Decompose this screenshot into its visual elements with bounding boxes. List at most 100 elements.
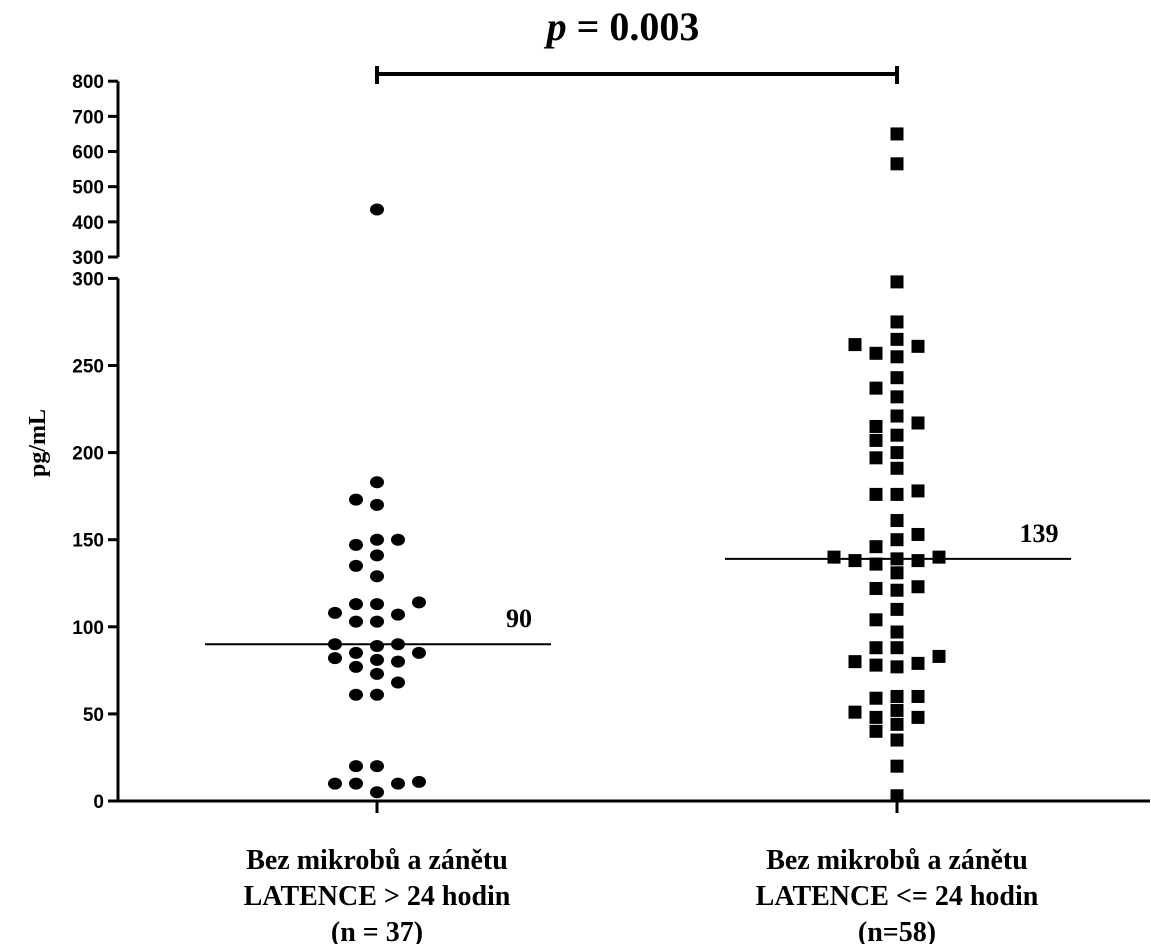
data-point [349, 777, 363, 790]
data-point [328, 652, 342, 665]
data-point [890, 390, 904, 404]
y-tick-label: 50 [83, 705, 104, 726]
data-point [391, 676, 405, 689]
data-point [349, 688, 363, 701]
y-tick-label: 150 [72, 531, 104, 552]
data-point [370, 498, 384, 511]
group-label-line: Bez mikrobů a zánětu [766, 845, 1028, 876]
data-point [869, 540, 883, 554]
data-point [890, 315, 904, 329]
data-point [890, 789, 904, 803]
axes [116, 81, 1150, 813]
data-point [890, 759, 904, 773]
data-point [890, 428, 904, 442]
data-point [412, 775, 426, 788]
data-point [890, 514, 904, 528]
data-point [328, 606, 342, 619]
data-point [869, 641, 883, 655]
data-point [370, 533, 384, 546]
data-point [869, 691, 883, 705]
data-point [869, 346, 883, 360]
y-tick-label: 800 [72, 72, 104, 93]
data-point [370, 476, 384, 489]
data-point [911, 689, 925, 703]
data-point [412, 646, 426, 659]
y-tick-label: 400 [72, 213, 104, 234]
y-tick-label: 0 [93, 792, 104, 813]
data-point [890, 703, 904, 717]
median-lines: 90 139 [205, 519, 1071, 646]
group-label-line: Bez mikrobů a zánětu [246, 845, 508, 876]
data-point [349, 646, 363, 659]
data-point [869, 710, 883, 724]
data-point [890, 461, 904, 475]
data-point [869, 613, 883, 627]
data-point [932, 550, 946, 564]
data-point [391, 655, 405, 668]
data-point [890, 487, 904, 501]
data-point [869, 557, 883, 571]
data-point [848, 338, 862, 352]
data-point [349, 598, 363, 611]
data-point [932, 649, 946, 663]
y-tick-label: 200 [72, 444, 104, 465]
data-points [328, 127, 946, 803]
data-point [391, 533, 405, 546]
data-point [869, 451, 883, 465]
median-label: 139 [1020, 519, 1059, 548]
data-point [890, 332, 904, 346]
data-point [890, 625, 904, 639]
y-tick-label: 600 [72, 143, 104, 164]
group-label-line: LATENCE > 24 hodin [244, 881, 511, 912]
p-symbol: p [544, 4, 567, 49]
data-point [848, 554, 862, 568]
data-point [911, 554, 925, 568]
group-labels: Bez mikrobů a zánětu LATENCE > 24 hodin (n… [244, 845, 1039, 944]
data-point [412, 596, 426, 609]
significance-bracket [375, 66, 899, 84]
data-point [890, 602, 904, 616]
y-tick-label: 500 [72, 178, 104, 199]
data-point [890, 566, 904, 580]
data-point [349, 615, 363, 628]
p-value-label: p = 0.003 [544, 4, 700, 49]
data-point [370, 615, 384, 628]
data-point [869, 724, 883, 738]
data-point [911, 416, 925, 430]
data-point [349, 660, 363, 673]
data-point [911, 527, 925, 541]
data-point [370, 760, 384, 773]
p-value: = 0.003 [567, 4, 700, 49]
data-point [911, 580, 925, 594]
group-label-line: (n=58) [858, 917, 936, 944]
y-tick-label: 700 [72, 107, 104, 128]
data-point [890, 717, 904, 731]
data-point [349, 493, 363, 506]
data-point [349, 559, 363, 572]
data-point [869, 381, 883, 395]
y-tick-label: 300 [72, 248, 104, 269]
data-point [370, 570, 384, 583]
y-axis-label: pg/mL [25, 409, 51, 477]
data-point [890, 371, 904, 385]
data-point [370, 688, 384, 701]
data-point [911, 484, 925, 498]
data-point [370, 549, 384, 562]
data-point [370, 653, 384, 666]
data-point [370, 786, 384, 799]
data-point [911, 656, 925, 670]
data-point [869, 658, 883, 672]
data-point [370, 203, 384, 216]
data-point [890, 660, 904, 674]
data-point [827, 550, 841, 564]
data-point [890, 157, 904, 171]
data-point [890, 583, 904, 597]
data-point [890, 275, 904, 289]
y-tick-label: 300 [72, 269, 104, 290]
data-point [911, 339, 925, 353]
data-point [890, 350, 904, 364]
data-point [848, 655, 862, 669]
data-point [869, 487, 883, 501]
